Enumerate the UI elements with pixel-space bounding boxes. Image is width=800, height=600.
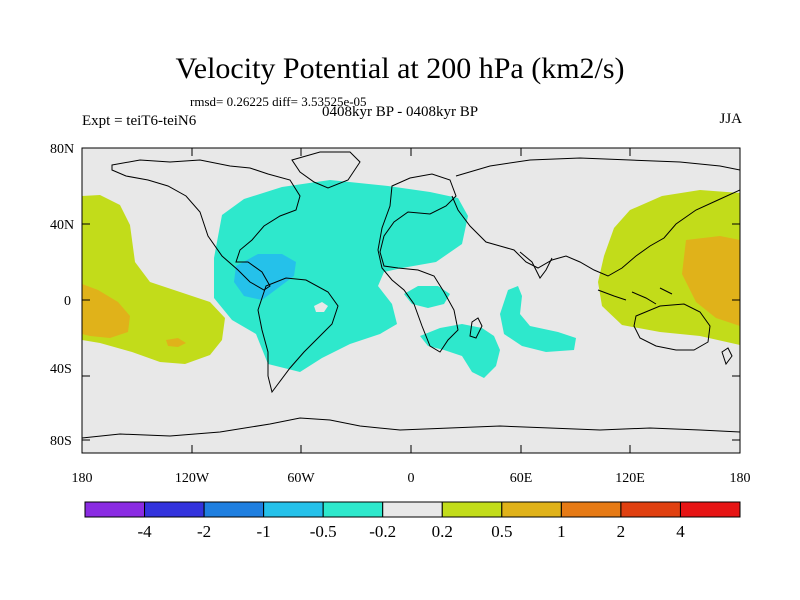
coast-india — [519, 251, 553, 279]
colorbar-label: -2 — [197, 522, 211, 541]
coast-antarctica — [82, 417, 740, 439]
colorbar-swatch — [144, 501, 205, 518]
colorbar-swatch — [203, 501, 265, 518]
lat-tick-label: 80S — [50, 434, 72, 449]
lon-tick-label: 120W — [175, 471, 210, 486]
coastlines — [82, 151, 740, 439]
contour-fills — [82, 180, 740, 378]
colorbar-label: 1 — [557, 522, 566, 541]
coast-new-zealand — [721, 347, 733, 366]
coast-indonesia — [597, 287, 673, 305]
lat-tick-label: 80N — [50, 142, 74, 157]
gap-region — [314, 302, 328, 312]
lon-tick-label: 60E — [510, 471, 533, 486]
negative-blob-1 — [404, 286, 450, 308]
colorbar-swatch — [620, 501, 681, 518]
coast-australia — [633, 303, 711, 351]
map-title: Velocity Potential at 200 hPa (km2/s) — [175, 52, 625, 85]
coast-asia — [451, 157, 740, 277]
lat-tick-label: 40S — [50, 362, 72, 377]
positive-core-east-pacific — [82, 284, 130, 338]
colorbar-swatch — [441, 501, 503, 518]
lat-tick-label: 0 — [64, 294, 71, 309]
colorbar-label: 2 — [617, 522, 626, 541]
colorbar-swatch — [382, 501, 443, 518]
lon-tick-label: 120E — [615, 471, 645, 486]
colorbar: -4 -2 -1 -0.5 -0.2 0.2 0.5 1 2 4 — [84, 501, 741, 541]
stats-label: rmsd= 0.26225 diff= 3.53525e-05 — [190, 94, 367, 109]
coast-madagascar — [469, 317, 483, 339]
lon-tick-label: 0 — [408, 471, 415, 486]
colorbar-swatch — [263, 501, 324, 518]
positive-core-small — [166, 338, 186, 347]
coast-south-america — [257, 277, 339, 394]
coast-europe-africa — [377, 173, 459, 353]
colorbar-swatch — [322, 501, 384, 518]
coast-greenland — [291, 151, 361, 189]
colorbar-swatch — [679, 501, 741, 518]
lat-axis: 80N 40N 0 40S 80S — [50, 142, 740, 449]
colorbar-label: -0.2 — [369, 522, 396, 541]
lon-tick-label: 60W — [287, 471, 315, 486]
colorbar-swatch — [501, 501, 562, 518]
colorbar-swatch — [84, 501, 146, 518]
season-label: JJA — [719, 111, 742, 127]
colorbar-label: 0.2 — [432, 522, 453, 541]
period-label: 0408kyr BP - 0408kyr BP — [322, 104, 479, 120]
negative-blob-3 — [420, 324, 500, 378]
coast-north-america — [111, 159, 301, 291]
lon-axis: 180 120W 60W 0 60E 120E 180 — [72, 148, 751, 486]
experiment-label: Expt = teiT6-teiN6 — [82, 113, 197, 129]
lat-tick-label: 40N — [50, 218, 74, 233]
lon-tick-label: 180 — [730, 471, 751, 486]
negative-blob-2 — [500, 286, 576, 352]
negative-region-atlantic — [214, 180, 468, 372]
colorbar-swatch — [560, 501, 622, 518]
colorbar-label: -0.5 — [310, 522, 337, 541]
positive-core-west-pacific — [682, 236, 740, 326]
lon-tick-label: 180 — [72, 471, 93, 486]
colorbar-label: 0.5 — [491, 522, 512, 541]
colorbar-label: -1 — [257, 522, 271, 541]
colorbar-label: 4 — [676, 522, 685, 541]
colorbar-label: -4 — [137, 522, 152, 541]
